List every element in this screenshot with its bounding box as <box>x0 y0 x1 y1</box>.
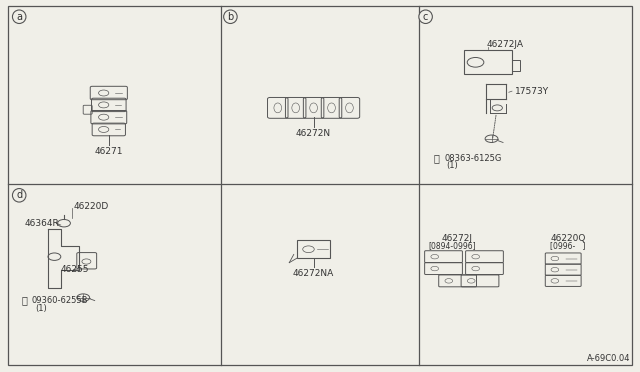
Text: d: d <box>16 190 22 200</box>
Text: a: a <box>16 12 22 22</box>
Text: 46364R: 46364R <box>24 219 59 228</box>
Text: [0894-0996]: [0894-0996] <box>429 241 476 250</box>
Text: b: b <box>227 12 234 22</box>
Text: Ⓢ: Ⓢ <box>433 153 440 163</box>
Text: (1): (1) <box>447 161 458 170</box>
Bar <box>512 60 520 71</box>
Text: 08363-6125G: 08363-6125G <box>444 154 502 163</box>
Text: 46220Q: 46220Q <box>550 234 586 243</box>
Text: 46220D: 46220D <box>74 202 109 211</box>
Text: (1): (1) <box>35 304 47 312</box>
Text: 46271: 46271 <box>95 147 123 156</box>
Text: Ⓢ: Ⓢ <box>21 296 28 305</box>
Text: 46272N: 46272N <box>296 129 331 138</box>
Text: A-69C0.04: A-69C0.04 <box>587 354 630 363</box>
Text: 09360-6255B: 09360-6255B <box>32 296 88 305</box>
Text: 46272NA: 46272NA <box>293 269 334 278</box>
Bar <box>297 240 330 258</box>
Text: [0996-   ]: [0996- ] <box>550 241 586 250</box>
Text: c: c <box>423 12 428 22</box>
Bar <box>464 50 512 74</box>
Text: 46272JA: 46272JA <box>486 40 524 49</box>
Text: 46272J: 46272J <box>442 234 472 243</box>
Text: 17573Y: 17573Y <box>515 87 549 96</box>
Text: 46255: 46255 <box>61 265 90 274</box>
